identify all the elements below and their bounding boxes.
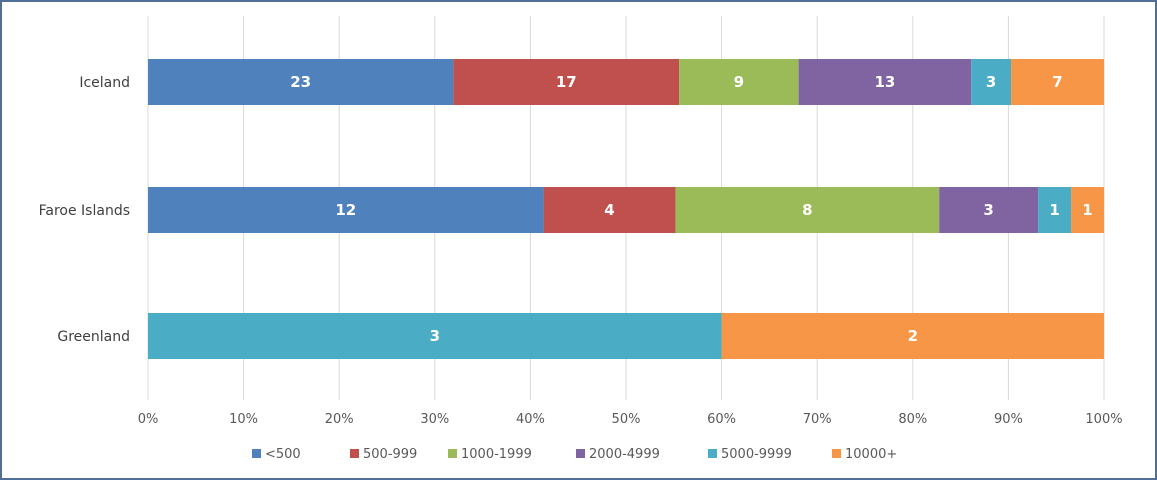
legend-label: 2000-4999 xyxy=(589,447,660,462)
bar-value-label: 2 xyxy=(908,327,918,345)
x-tick-label: 90% xyxy=(994,412,1023,427)
legend-swatch xyxy=(350,449,359,458)
bar-segment xyxy=(1038,187,1072,233)
x-tick-label: 100% xyxy=(1085,412,1122,427)
legend-swatch xyxy=(708,449,717,458)
bar-value-label: 8 xyxy=(802,201,812,219)
bar-segment xyxy=(148,59,454,105)
bar-segment xyxy=(675,187,940,233)
legend-label: 500-999 xyxy=(363,447,417,462)
bar-value-label: 4 xyxy=(604,201,614,219)
x-tick-label: 20% xyxy=(325,412,354,427)
bar-segment xyxy=(148,187,544,233)
legend-label: 5000-9999 xyxy=(721,447,792,462)
bars: 23 17 9 13 3 712 4 8 3 1 13 2 xyxy=(148,59,1104,359)
bar-segment xyxy=(679,59,799,105)
x-tick-label: 30% xyxy=(420,412,449,427)
bar-segment xyxy=(798,59,972,105)
x-tick-label: 70% xyxy=(803,412,832,427)
bar-value-label: 7 xyxy=(1052,73,1062,91)
bar-value-label: 17 xyxy=(556,73,577,91)
legend-swatch xyxy=(576,449,585,458)
bar-value-label: 1 xyxy=(1082,201,1092,219)
bar-value-label: 3 xyxy=(983,201,993,219)
bar-segment xyxy=(543,187,676,233)
bar-segment xyxy=(1011,59,1104,105)
bar-segment xyxy=(148,313,722,359)
category-labels: Iceland Faroe Islands Greenland xyxy=(39,75,130,345)
bar-segment xyxy=(971,59,1012,105)
bar-value-label: 1 xyxy=(1049,201,1059,219)
legend: <500 500-999 1000-1999 2000-4999 5000-9999 10… xyxy=(252,447,897,462)
bar-value-label: 12 xyxy=(335,201,356,219)
x-tick-label: 40% xyxy=(516,412,545,427)
x-axis-ticks: 0% 10% 20% 30% 40% 50% 60% 70% 80% 90% 100% xyxy=(138,412,1123,427)
x-tick-label: 80% xyxy=(898,412,927,427)
category-label: Iceland xyxy=(79,75,130,91)
bar-segment xyxy=(1071,187,1104,233)
bar-value-label: 3 xyxy=(430,327,440,345)
legend-swatch xyxy=(832,449,841,458)
x-tick-label: 60% xyxy=(707,412,736,427)
bar-segment xyxy=(453,59,680,105)
legend-label: 10000+ xyxy=(845,447,897,462)
x-tick-label: 50% xyxy=(612,412,641,427)
bar-segment xyxy=(721,313,1104,359)
category-label: Faroe Islands xyxy=(39,203,130,219)
legend-label: <500 xyxy=(265,447,301,462)
legend-swatch xyxy=(448,449,457,458)
bar-segment xyxy=(939,187,1039,233)
bar-value-label: 3 xyxy=(986,73,996,91)
bar-value-label: 23 xyxy=(290,73,311,91)
bar-value-label: 13 xyxy=(874,73,895,91)
legend-swatch xyxy=(252,449,261,458)
x-tick-label: 10% xyxy=(229,412,258,427)
x-tick-label: 0% xyxy=(138,412,159,427)
bar-value-label: 9 xyxy=(734,73,744,91)
legend-label: 1000-1999 xyxy=(461,447,532,462)
category-label: Greenland xyxy=(57,329,130,345)
